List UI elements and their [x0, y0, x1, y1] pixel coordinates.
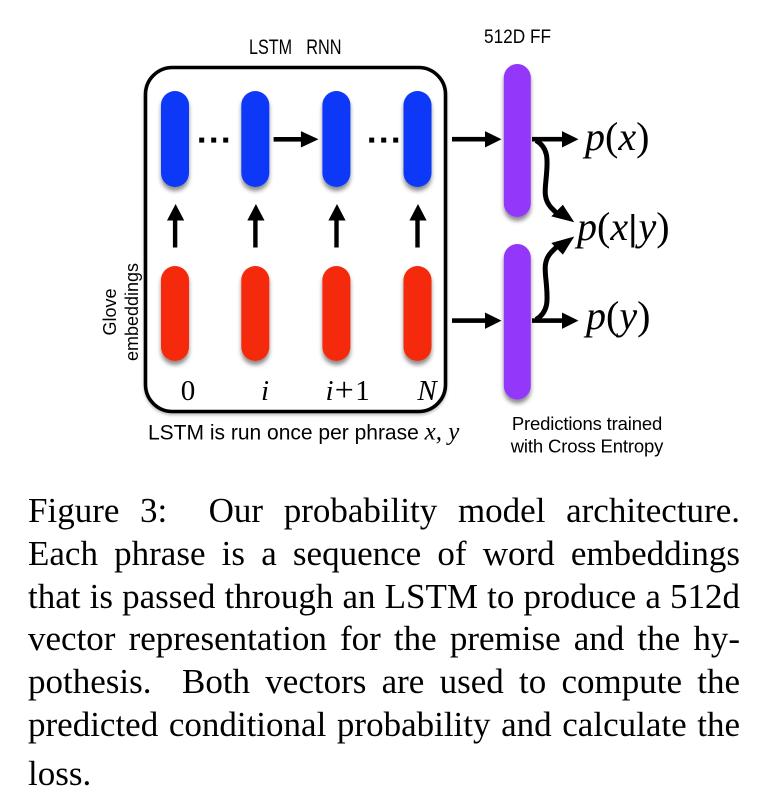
svg-text:LSTM is run once per phrase x,: LSTM is run once per phrase x, y	[148, 419, 460, 446]
svg-text:p(x|y): p(x|y)	[574, 204, 670, 249]
svg-text:i: i	[261, 375, 269, 407]
svg-text:N: N	[416, 375, 438, 407]
svg-text:with Cross Entropy: with Cross Entropy	[510, 436, 664, 457]
svg-text:Predictions trained: Predictions trained	[512, 413, 662, 434]
svg-text:p(y): p(y)	[583, 293, 650, 338]
svg-text:LSTM: LSTM	[249, 35, 292, 59]
svg-text:p(x): p(x)	[582, 114, 649, 159]
svg-text:RNN: RNN	[306, 35, 341, 59]
svg-text:512D FF: 512D FF	[484, 26, 551, 48]
svg-text:i+1: i+1	[326, 372, 370, 409]
svg-text:embeddings: embeddings	[122, 263, 142, 361]
svg-text:0: 0	[181, 375, 196, 407]
svg-text:Glove: Glove	[100, 288, 120, 335]
